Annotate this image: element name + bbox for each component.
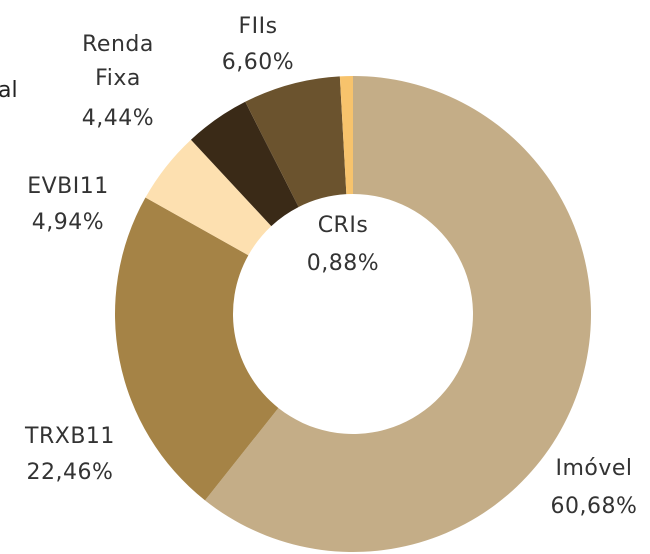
donut-slice [145,139,272,256]
slice-value-label: 0,88% [306,251,380,276]
slice-label: Imóvel [555,456,633,481]
slice-value-label: 4,94% [31,210,105,235]
clipped-label: al [0,78,18,103]
slice-label: FIIs [238,14,278,39]
donut-slice [114,197,279,501]
donut-slice [190,101,299,227]
slice-value-label: 60,68% [550,494,638,519]
donut-slice [205,76,591,552]
slice-value-label: 22,46% [26,460,114,485]
slice-label: Renda Fixa [82,32,154,91]
slice-label: EVBI11 [27,174,109,199]
donut-slice [339,76,353,195]
slice-value-label: 4,44% [81,106,155,131]
slice-value-label: 6,60% [221,50,295,75]
slice-label: TRXB11 [25,424,115,449]
slice-label: CRIs [317,213,369,238]
donut-slice [245,76,347,208]
